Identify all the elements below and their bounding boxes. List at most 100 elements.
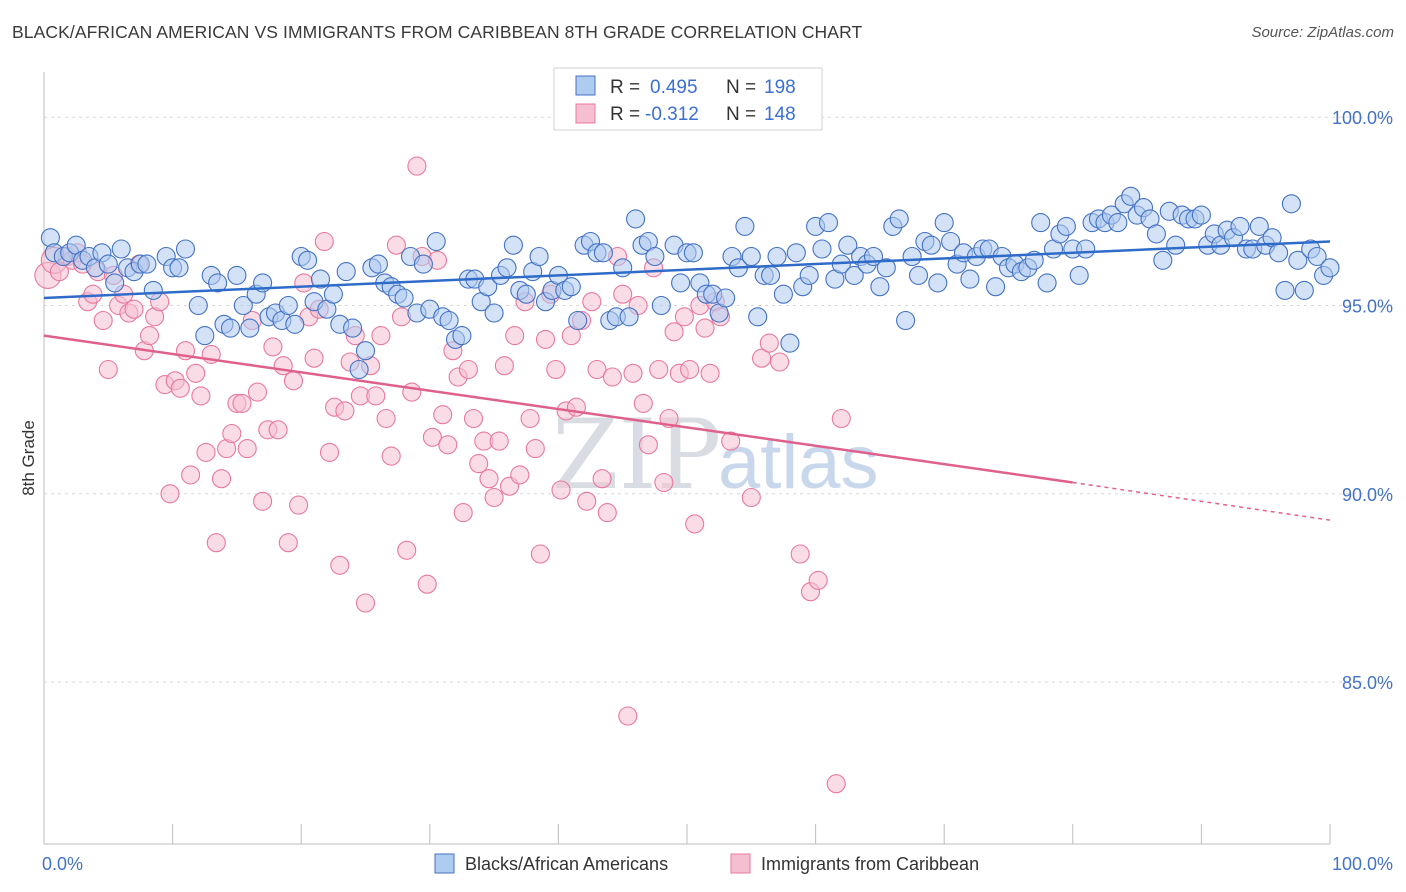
caribbean-point-44 (268, 420, 288, 440)
trend-lines (43, 240, 1331, 521)
caribbean-point-93 (520, 408, 540, 429)
black-point-70 (503, 235, 523, 255)
black-point-194 (1307, 246, 1327, 267)
caribbean-point-104 (577, 491, 597, 511)
caribbean-point-135 (759, 333, 779, 353)
black-point-60 (439, 310, 459, 331)
black-point-112 (780, 333, 800, 353)
x-tick-label-end: 100.0% (1332, 854, 1393, 874)
black-point-15 (137, 254, 157, 274)
x-tick-label-start: 0.0% (42, 854, 83, 874)
caribbean-point-125 (685, 514, 705, 534)
caribbean-point-61 (355, 593, 376, 613)
black-point-113 (786, 243, 806, 263)
series-black-points (40, 186, 1340, 380)
caribbean-point-107 (592, 469, 612, 489)
black-point-46 (349, 359, 369, 380)
black-point-22 (195, 326, 215, 346)
black-point-158 (1076, 239, 1096, 259)
black-point-38 (298, 250, 318, 270)
black-point-182 (1230, 216, 1250, 236)
black-point-188 (1269, 243, 1289, 263)
caribbean-point-140 (826, 774, 846, 794)
black-point-155 (1056, 216, 1076, 236)
black-point-93 (651, 295, 671, 316)
black-point-62 (452, 326, 472, 346)
caribbean-point-45 (273, 356, 293, 376)
caribbean-point-57 (335, 401, 355, 421)
caribbean-point-113 (623, 363, 643, 383)
bottom-legend-swatch-blue (434, 853, 455, 874)
black-point-115 (799, 265, 819, 285)
black-point-192 (1294, 280, 1314, 300)
black-point-151 (1031, 213, 1051, 233)
legend-r-label-1: R = (610, 77, 640, 98)
black-point-10 (105, 273, 125, 293)
legend-n-label-2: N = (726, 104, 756, 125)
caribbean-point-49 (294, 273, 314, 293)
black-point-190 (1281, 194, 1301, 214)
caribbean-point-70 (402, 382, 422, 402)
black-point-131 (902, 246, 922, 267)
black-point-191 (1288, 250, 1308, 270)
black-point-24 (208, 273, 228, 293)
bottom-legend-label-pink: Immigrants from Caribbean (761, 854, 979, 874)
caribbean-point-8 (83, 284, 103, 304)
black-point-35 (278, 295, 298, 316)
black-point-134 (921, 235, 941, 255)
black-point-79 (561, 277, 581, 297)
caribbean-point-11 (98, 359, 118, 380)
black-point-49 (368, 254, 388, 274)
y-tick-label-100: 100.0% (1332, 108, 1393, 128)
legend-r-value-2: -0.312 (645, 104, 699, 125)
black-point-72 (516, 284, 536, 304)
caribbean-point-119 (654, 472, 674, 493)
black-point-97 (683, 243, 703, 263)
caribbean-point-133 (741, 487, 761, 508)
black-point-45 (343, 318, 363, 338)
legend-n-value-1: 198 (764, 77, 796, 98)
black-point-36 (285, 314, 305, 334)
caribbean-point-23 (160, 484, 180, 504)
black-point-157 (1069, 265, 1089, 285)
black-point-196 (1320, 258, 1340, 278)
caribbean-point-127 (695, 318, 715, 338)
black-point-176 (1191, 205, 1211, 225)
caribbean-point-51 (304, 348, 324, 368)
watermark-zip: ZIP (552, 399, 721, 511)
black-point-21 (188, 295, 208, 316)
black-point-44 (336, 262, 356, 282)
black-point-185 (1249, 216, 1269, 236)
caribbean-point-123 (674, 307, 694, 327)
y-tick-labels: 100.0% 95.0% 90.0% 85.0% (1332, 108, 1393, 693)
y-axis-title: 8th Grade (19, 420, 38, 496)
caribbean-point-40 (247, 382, 268, 402)
black-point-27 (227, 265, 247, 285)
y-tick-label-90: 90.0% (1342, 485, 1393, 505)
black-point-169 (1146, 224, 1166, 244)
caribbean-point-83 (469, 454, 489, 474)
caribbean-point-88 (494, 356, 514, 376)
black-point-122 (844, 265, 864, 285)
black-point-117 (812, 239, 832, 259)
black-point-53 (394, 288, 414, 308)
caribbean-point-82 (463, 408, 484, 429)
black-point-137 (941, 231, 961, 252)
legend-box (553, 67, 823, 131)
caribbean-point-111 (613, 284, 633, 304)
x-ticks (172, 824, 1331, 844)
chart-source: Source: ZipAtlas.com (1251, 24, 1394, 41)
series-caribbean-points (34, 103, 851, 794)
black-point-140 (960, 269, 980, 289)
black-point-136 (934, 213, 954, 233)
caribbean-point-74 (422, 427, 442, 447)
black-point-16 (143, 280, 163, 300)
trend-line-caribbean (43, 334, 1073, 484)
caribbean-point-28 (186, 363, 206, 383)
caribbean-point-121 (664, 322, 684, 342)
black-point-130 (896, 310, 916, 331)
caribbean-point-91 (510, 465, 530, 485)
caribbean-point-53 (314, 231, 334, 252)
black-point-170 (1153, 250, 1173, 270)
